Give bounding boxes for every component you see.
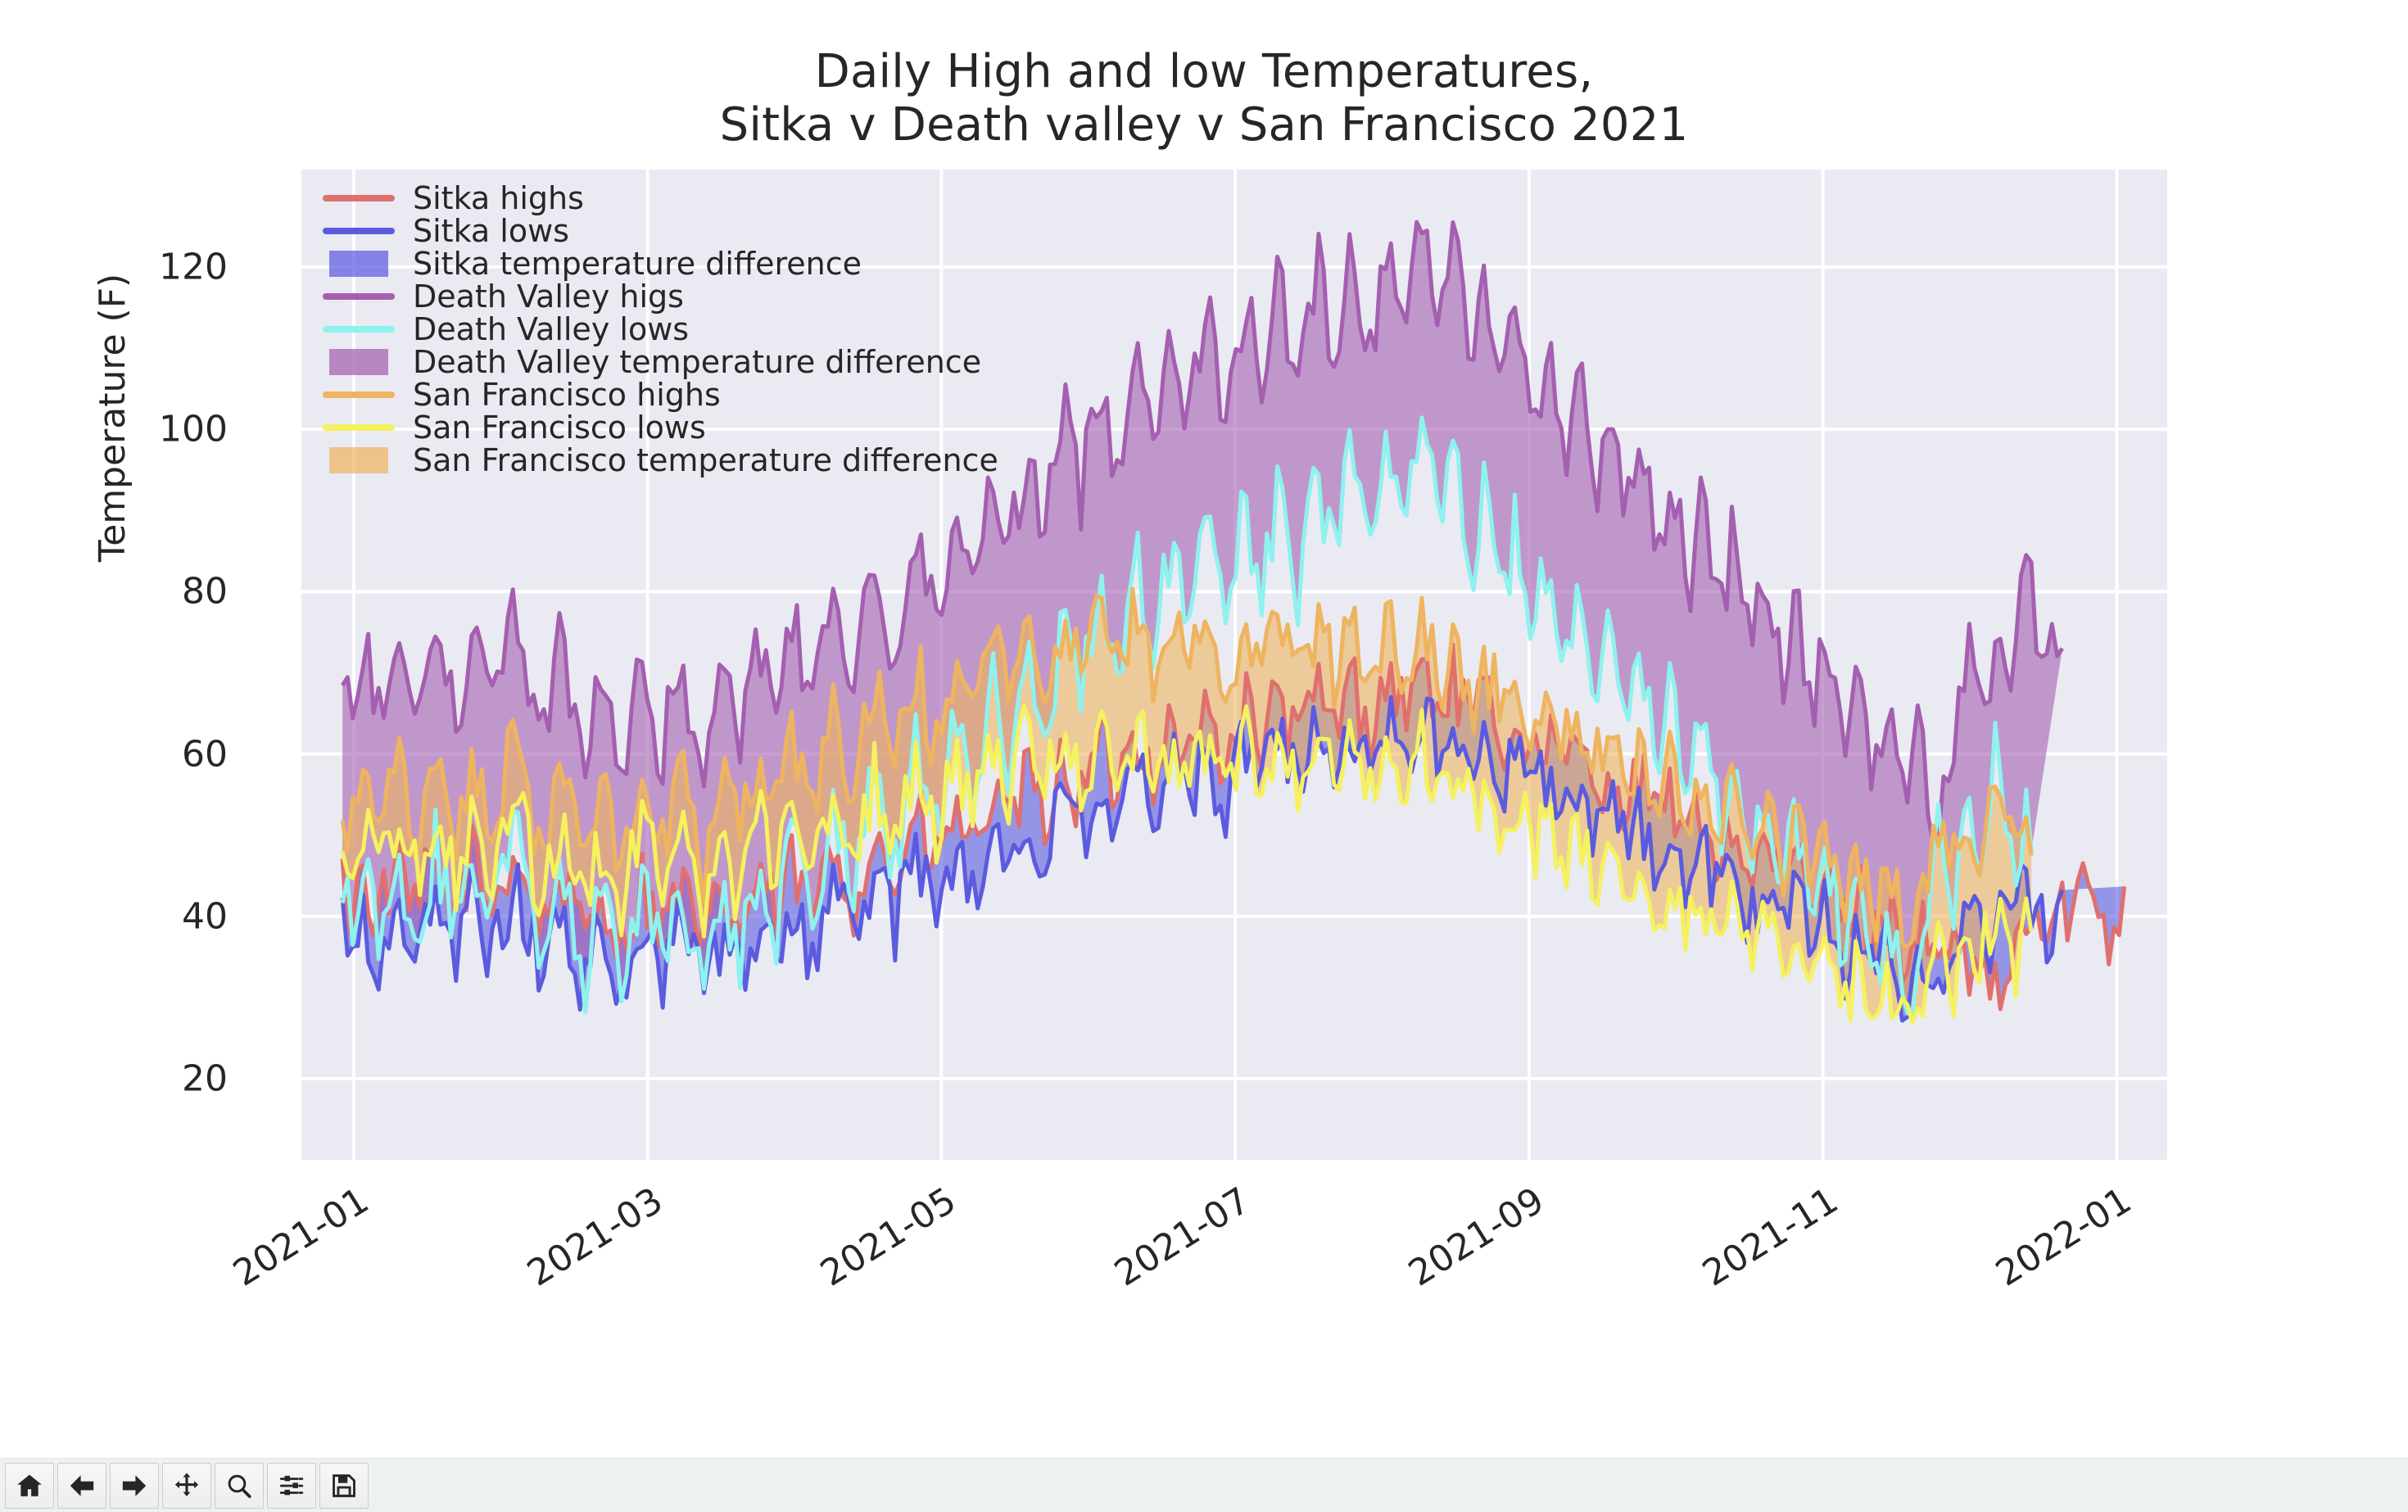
legend-item-label: Sitka highs xyxy=(413,180,584,216)
legend-patch-swatch xyxy=(319,444,398,477)
back-arrow-icon xyxy=(70,1474,94,1496)
x-tick-label: 2021-01 xyxy=(225,1179,376,1295)
data-line xyxy=(340,586,2034,949)
legend-item: Death Valley lows xyxy=(319,311,998,347)
y-tick-label: 80 xyxy=(182,570,228,613)
forward-arrow-icon xyxy=(122,1474,147,1496)
plot-svg xyxy=(301,170,2167,1160)
y-tick-label: 120 xyxy=(159,246,228,288)
legend-line-swatch xyxy=(319,215,398,247)
save-floppy-icon xyxy=(333,1474,355,1497)
x-tick-label: 2021-07 xyxy=(1107,1179,1258,1295)
legend-item-label: San Francisco temperature difference xyxy=(413,442,998,478)
swatch xyxy=(329,251,388,277)
zoom-button[interactable] xyxy=(215,1462,264,1509)
y-tick-label: 100 xyxy=(159,408,228,450)
x-tick-label: 2022-01 xyxy=(1989,1179,2139,1295)
legend-item-label: Sitka temperature difference xyxy=(413,246,862,282)
y-tick-label: 40 xyxy=(182,895,228,938)
figure-canvas: Daily High and low Temperatures, Sitka v… xyxy=(92,45,2167,1295)
zoom-magnifier-icon xyxy=(228,1474,251,1498)
plot-area[interactable] xyxy=(301,170,2167,1160)
legend-item: San Francisco lows xyxy=(319,410,998,446)
legend-item: Sitka temperature difference xyxy=(319,246,998,282)
legend-line-swatch xyxy=(319,313,398,346)
y-tick-label: 20 xyxy=(182,1057,228,1100)
legend-item: San Francisco highs xyxy=(319,377,998,413)
x-tick-label: 2021-11 xyxy=(1695,1179,1845,1295)
pan-button[interactable] xyxy=(162,1462,211,1509)
data-lines xyxy=(340,220,2127,1025)
swatch xyxy=(329,349,388,375)
data-line xyxy=(340,704,2034,1025)
y-tick-label: 60 xyxy=(182,733,228,775)
legend-item-label: Death Valley lows xyxy=(413,311,690,347)
legend-item: Death Valley temperature difference xyxy=(319,344,998,380)
swatch xyxy=(323,424,395,431)
legend-item-label: Death Valley temperature difference xyxy=(413,344,982,380)
legend-patch-swatch xyxy=(319,247,398,280)
legend-item-label: Death Valley higs xyxy=(413,278,684,315)
x-tick-label: 2021-09 xyxy=(1401,1179,1551,1295)
legend-patch-swatch xyxy=(319,346,398,378)
legend-item: San Francisco temperature difference xyxy=(319,442,998,478)
configure-subplots-button[interactable] xyxy=(267,1462,316,1509)
swatch xyxy=(323,195,395,201)
legend-item-label: San Francisco lows xyxy=(413,410,706,446)
swatch xyxy=(323,326,395,333)
home-button[interactable] xyxy=(5,1462,54,1509)
legend-line-swatch xyxy=(319,182,398,215)
swatch xyxy=(323,228,395,234)
legend-item: Death Valley higs xyxy=(319,278,998,315)
forward-button[interactable] xyxy=(110,1462,159,1509)
legend-item-label: San Francisco highs xyxy=(413,377,721,413)
swatch xyxy=(329,447,388,473)
legend-line-swatch xyxy=(319,280,398,313)
data-line xyxy=(340,220,2064,846)
pan-move-icon xyxy=(174,1472,199,1496)
legend-item-label: Sitka lows xyxy=(413,213,569,249)
back-button[interactable] xyxy=(57,1462,106,1509)
swatch xyxy=(323,392,395,398)
chart-title: Daily High and low Temperatures, Sitka v… xyxy=(719,45,1689,152)
legend-item: Sitka highs xyxy=(319,180,998,216)
swatch xyxy=(323,293,395,300)
legend-item: Sitka lows xyxy=(319,213,998,249)
chart-legend: Sitka highs Sitka lows Sitka temperature d… xyxy=(319,180,998,478)
legend-line-swatch xyxy=(319,411,398,444)
configure-subplots-icon xyxy=(279,1475,304,1495)
home-icon xyxy=(17,1474,42,1496)
navigation-toolbar[interactable] xyxy=(0,1458,2408,1512)
data-line xyxy=(340,415,2034,1016)
save-button[interactable] xyxy=(319,1462,369,1509)
x-tick-label: 2021-03 xyxy=(519,1179,670,1295)
legend-line-swatch xyxy=(319,378,398,411)
x-tick-label: 2021-05 xyxy=(813,1179,964,1295)
